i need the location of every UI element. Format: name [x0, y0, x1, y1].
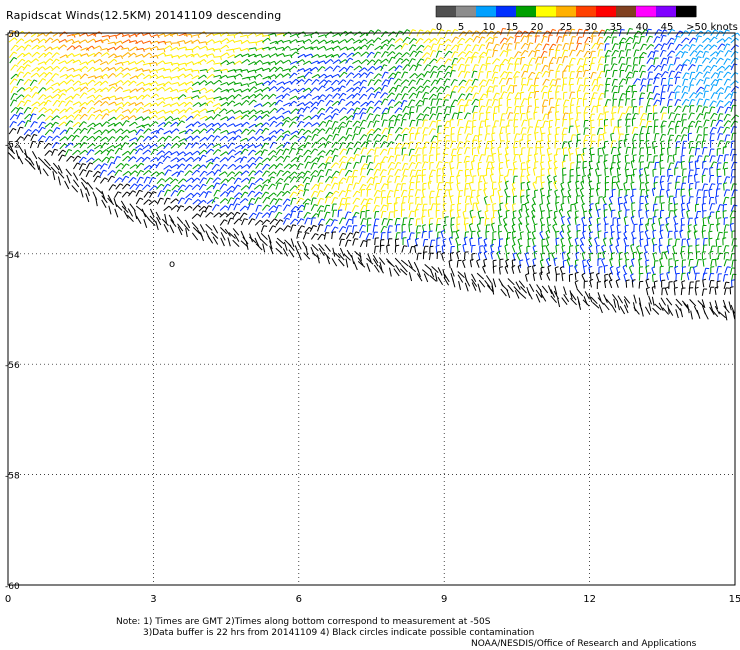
contamination-circle-marker: o: [169, 259, 175, 270]
map-frame: [7, 32, 736, 586]
colorbar-swatch: [656, 6, 677, 17]
lat-label: -56: [5, 361, 20, 371]
lat-label: -60: [5, 582, 20, 592]
lon-label: 0: [5, 594, 11, 605]
chart-title: Rapidscat Winds(12.5KM) 20141109 descend…: [6, 9, 282, 22]
wind-barbs: [8, 28, 740, 321]
colorbar-swatch: [636, 6, 657, 17]
wind-speed-colorbar: 0 5 10 15 20 25 30 35 40 45 >50 knots: [435, 5, 738, 33]
colorbar-label: 30: [585, 22, 598, 33]
lon-label: 9: [441, 594, 447, 605]
lon-label: 6: [296, 594, 302, 605]
latitude-labels: -50 -52 -54 -56 -58 -60: [5, 30, 20, 592]
colorbar-swatch: [556, 6, 577, 17]
colorbar-swatch: [496, 6, 517, 17]
lat-label: -58: [5, 472, 20, 482]
note-line-2: 3)Data buffer is 22 hrs from 20141109 4)…: [143, 628, 535, 638]
colorbar-swatch: [436, 6, 457, 17]
colorbar-label: 25: [560, 22, 573, 33]
colorbar-label: 5: [458, 22, 464, 33]
colorbar-swatch: [456, 6, 477, 17]
colorbar-swatch: [476, 6, 497, 17]
colorbar-swatch: [616, 6, 637, 17]
note-line-1: Note: 1) Times are GMT 2)Times along bot…: [116, 617, 491, 627]
colorbar-swatch: [676, 6, 697, 17]
lat-label: -52: [5, 140, 20, 150]
longitude-labels: 0 3 6 9 12 15: [5, 594, 740, 605]
colorbar-swatch: [516, 6, 537, 17]
colorbar-label: >50 knots: [686, 22, 738, 33]
lat-label: -54: [5, 251, 20, 261]
colorbar-swatch: [596, 6, 617, 17]
lon-label: 15: [729, 594, 740, 605]
lon-label: 3: [150, 594, 156, 605]
colorbar-swatch: [536, 6, 557, 17]
colorbar-label: 45: [661, 22, 674, 33]
colorbar-label: 0: [436, 22, 442, 33]
lon-label: 12: [583, 594, 596, 605]
colorbar-label: 15: [506, 22, 519, 33]
colorbar-swatch: [576, 6, 597, 17]
lat-label: -50: [5, 30, 20, 40]
colorbar-label: 10: [483, 22, 496, 33]
colorbar-label: 20: [531, 22, 544, 33]
note-line-3: NOAA/NESDIS/Office of Research and Appli…: [471, 639, 697, 649]
colorbar-label: 40: [636, 22, 649, 33]
colorbar-label: 35: [610, 22, 623, 33]
